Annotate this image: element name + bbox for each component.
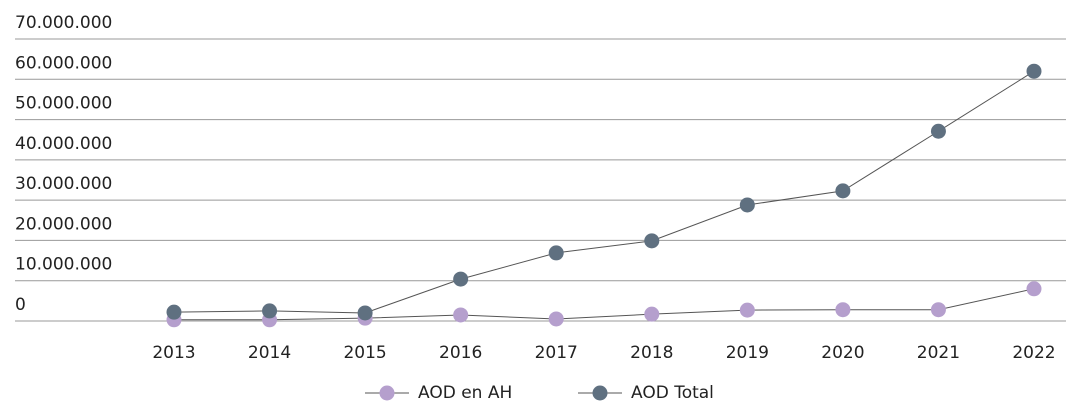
point: [739, 197, 755, 213]
point: [835, 302, 851, 318]
x-tick-label: 2019: [726, 343, 769, 363]
x-tick-label: 2022: [1012, 343, 1055, 363]
point: [835, 183, 851, 199]
x-tick-label: 2021: [917, 343, 960, 363]
x-tick-label: 2017: [535, 343, 578, 363]
point: [930, 302, 946, 318]
y-tick-label: 40.000.000: [15, 134, 112, 154]
x-tick-label: 2020: [821, 343, 864, 363]
series-line: [173, 70, 1035, 314]
point: [644, 306, 660, 322]
y-tick-label: 30.000.000: [15, 174, 112, 194]
x-tick-label: 2018: [630, 343, 673, 363]
point: [1026, 281, 1042, 297]
legend-label: AOD Total: [631, 383, 714, 403]
point: [548, 245, 564, 261]
point: [644, 233, 660, 249]
y-tick-label: 50.000.000: [15, 94, 112, 114]
point: [166, 304, 182, 320]
series-line: [174, 288, 1035, 321]
x-tick-label: 2014: [248, 343, 291, 363]
legend-marker: [592, 385, 608, 401]
point: [1026, 63, 1042, 79]
point: [548, 311, 564, 327]
point: [453, 307, 469, 323]
y-tick-label: 60.000.000: [15, 53, 112, 73]
point: [453, 271, 469, 287]
x-tick-label: 2016: [439, 343, 482, 363]
point: [262, 303, 278, 319]
y-tick-label: 70.000.000: [15, 13, 112, 33]
legend-label: AOD en AH: [418, 383, 512, 403]
point: [739, 302, 755, 318]
y-tick-label: 0: [15, 295, 26, 315]
point: [357, 305, 373, 321]
point: [930, 123, 946, 139]
y-tick-label: 20.000.000: [15, 214, 112, 234]
x-tick-label: 2015: [343, 343, 386, 363]
x-tick-label: 2013: [152, 343, 195, 363]
legend-marker: [379, 385, 395, 401]
y-tick-label: 10.000.000: [15, 255, 112, 275]
